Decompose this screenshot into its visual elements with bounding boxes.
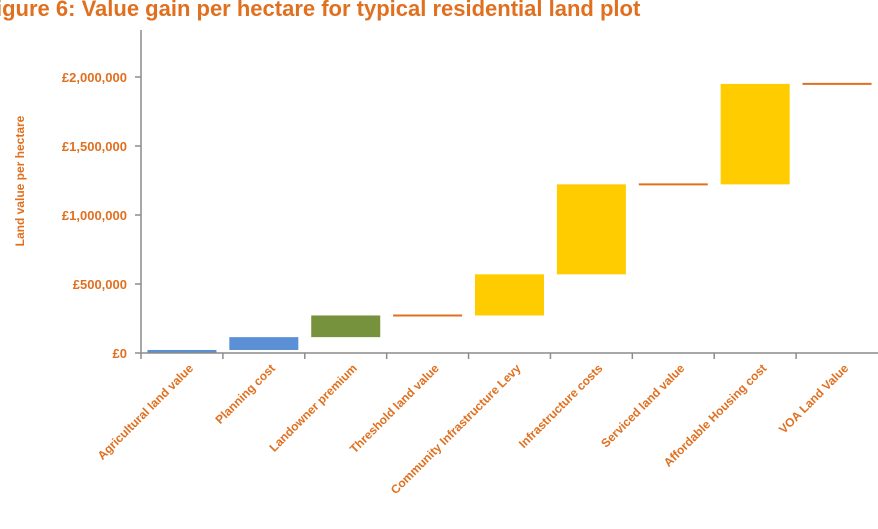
x-category-label: Landowner premium	[266, 361, 359, 454]
y-tick-label: £0	[113, 346, 127, 361]
x-category-label: Threshold land value	[347, 361, 442, 456]
x-category-label: Infrastructure costs	[516, 361, 606, 451]
y-axis-ticks: £0 £500,000 £1,000,000 £1,500,000 £2,000,000	[62, 70, 141, 361]
waterfall-bar	[556, 184, 626, 275]
x-axis-labels: Agricultural land value Planning costLand…	[95, 361, 852, 497]
x-category-label: VOA Land Value	[776, 361, 851, 436]
waterfall-bar	[229, 337, 299, 350]
waterfall-bar	[720, 83, 790, 185]
waterfall-bar	[475, 274, 544, 316]
chart-title: igure 6: Value gain per hectare for typi…	[0, 0, 641, 21]
waterfall-bar	[147, 349, 217, 353]
y-tick-label: £2,000,000	[62, 70, 127, 85]
y-tick-label: £1,000,000	[62, 208, 127, 223]
bars-group	[140, 82, 872, 359]
y-tick-label: £1,500,000	[62, 139, 127, 154]
x-category-label: Agricultural land value	[95, 361, 197, 463]
x-category-label: Community Infrastructure Levy	[388, 361, 524, 497]
y-tick-label: £500,000	[73, 277, 127, 292]
x-category-label: Serviced land value	[598, 361, 687, 450]
waterfall-bar	[311, 315, 381, 338]
y-axis-label: Land value per hectare	[13, 115, 27, 246]
x-category-label: Planning cost	[212, 361, 278, 427]
